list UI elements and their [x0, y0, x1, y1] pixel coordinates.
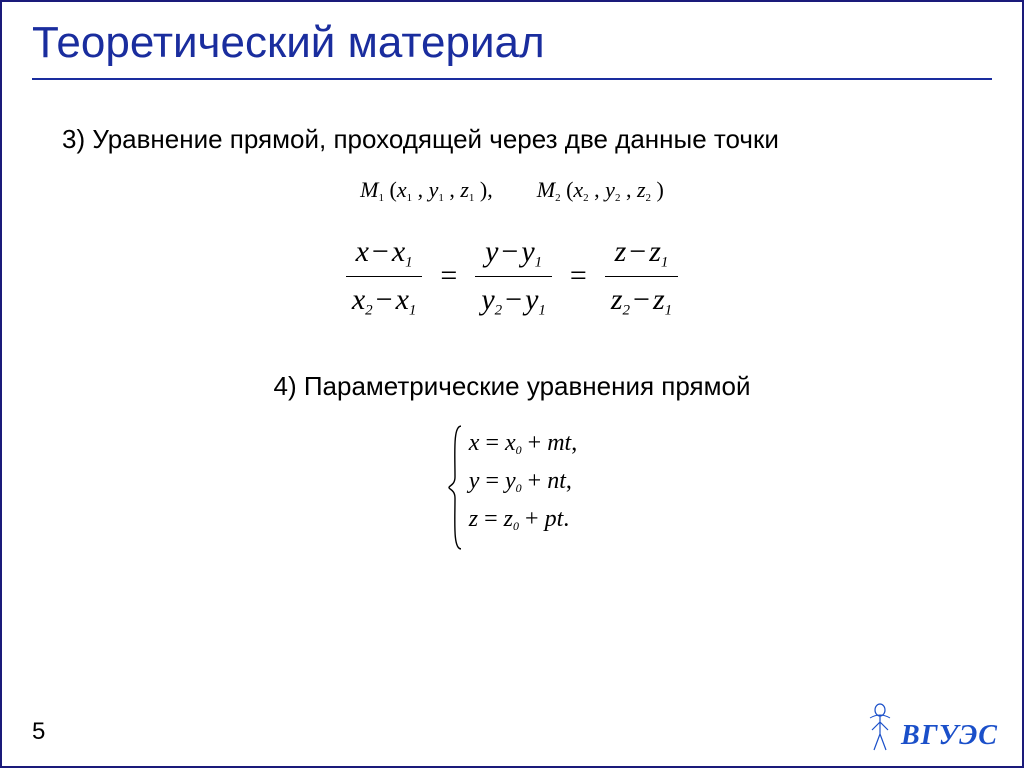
- point-m1: M1 (x1 , y1 , z1 ),: [360, 177, 498, 202]
- param-row-y: y = y0 + nt,: [469, 468, 577, 496]
- section-3-label: 3) Уравнение прямой, проходящей через дв…: [62, 124, 962, 155]
- points-definition: M1 (x1 , y1 , z1 ), M2 (x2 , y2 , z2 ): [62, 177, 962, 204]
- param-row-x: x = x0 + mt,: [469, 430, 577, 458]
- two-point-equation: x−x1 x2−x1 = y−y1 y2−y1 = z−z1 z2−z1: [62, 232, 962, 321]
- param-row-z: z = z0 + pt.: [469, 506, 577, 534]
- page-number: 5: [32, 718, 45, 746]
- left-brace-icon: [447, 424, 465, 551]
- fraction-x: x−x1 x2−x1: [346, 232, 423, 321]
- footer-logo: ВГУЭС: [865, 702, 998, 752]
- fraction-y: y−y1 y2−y1: [475, 232, 552, 321]
- logo-figure-icon: [865, 702, 895, 752]
- equals-sign: =: [570, 259, 587, 293]
- equals-sign: =: [440, 259, 457, 293]
- content-area: 3) Уравнение прямой, проходящей через дв…: [2, 80, 1022, 551]
- parametric-equations: x = x0 + mt, y = y0 + nt, z = z0 + pt.: [62, 424, 962, 551]
- logo-text: ВГУЭС: [901, 720, 998, 752]
- section-4-label: 4) Параметрические уравнения прямой: [62, 371, 962, 402]
- point-m2: M2 (x2 , y2 , z2 ): [537, 177, 664, 202]
- page-title: Теоретический материал: [2, 2, 1022, 78]
- fraction-z: z−z1 z2−z1: [605, 232, 678, 321]
